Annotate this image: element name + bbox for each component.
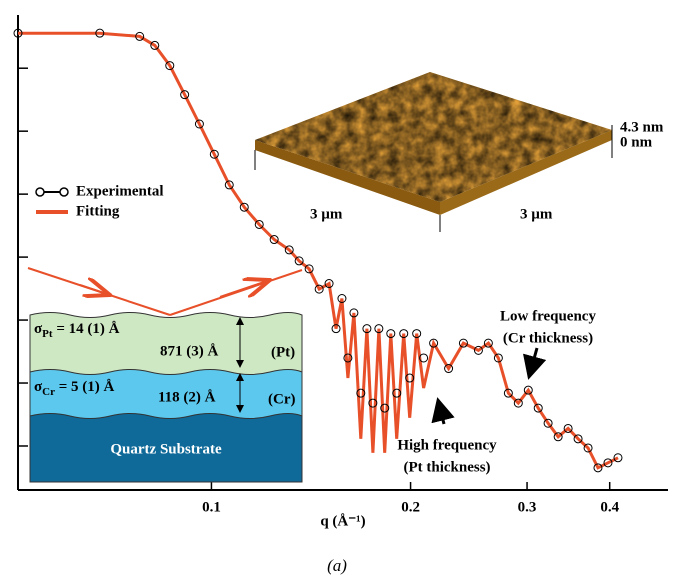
caption: (a) xyxy=(327,556,347,575)
annotation-arrow xyxy=(529,348,537,377)
annotation-arrow xyxy=(438,400,444,424)
legend-label: Fitting xyxy=(76,203,120,219)
afm-side-label: 3 µm xyxy=(520,206,553,222)
pt-name: (Pt) xyxy=(271,344,295,360)
value: = 14 (1) Å xyxy=(53,321,120,337)
annotation: (Pt thickness) xyxy=(403,459,490,475)
cr-thickness: 118 (2) Å xyxy=(158,389,216,405)
afm-top-label: 4.3 nm xyxy=(620,119,664,135)
legend-label: Experimental xyxy=(76,183,164,199)
value: = 5 (1) Å xyxy=(55,379,115,395)
x-tick-label: 0.3 xyxy=(518,499,537,515)
cr-name: (Cr) xyxy=(268,391,295,407)
subscript: Cr xyxy=(42,386,55,398)
annotation: Low frequency xyxy=(500,308,596,324)
annotation: High frequency xyxy=(397,437,497,453)
afm-bottom-label: 0 nm xyxy=(620,134,653,150)
annotation: (Cr thickness) xyxy=(503,330,593,346)
substrate: Quartz Substrate xyxy=(110,441,222,457)
x-tick-label: 0.4 xyxy=(600,499,619,515)
x-tick-label: 0.2 xyxy=(401,499,420,515)
chart: 4.3 nm 0 nm 3 µm 3 µm σPt = 14 (1) Å σCr… xyxy=(0,0,675,586)
legend-swatch xyxy=(60,188,68,196)
afm-side-label: 3 µm xyxy=(310,206,343,222)
subscript: Pt xyxy=(42,328,53,340)
legend-swatch xyxy=(36,188,44,196)
pt-thickness: 871 (3) Å xyxy=(160,343,218,359)
x-tick-label: 0.1 xyxy=(202,499,221,515)
x-axis-label: q (Å⁻¹) xyxy=(320,513,365,529)
legend: Experimental Fitting xyxy=(30,180,252,224)
afm-image xyxy=(255,72,612,232)
